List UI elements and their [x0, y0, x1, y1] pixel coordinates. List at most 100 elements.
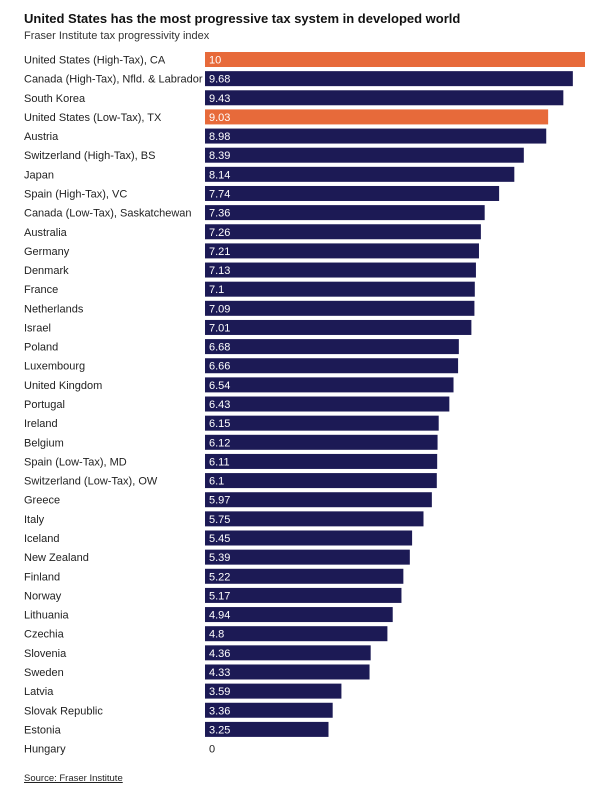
- value-label-latvia: 3.59: [209, 686, 230, 698]
- bar-canada-high-tax-nfld-labrador: [205, 71, 573, 87]
- value-label-lithuania: 4.94: [209, 610, 230, 622]
- category-label-slovenia: Slovenia: [24, 648, 67, 660]
- bar-switzerland-low-tax-ow: [205, 473, 437, 489]
- bar-luxembourg: [205, 358, 459, 374]
- value-label-slovenia: 4.36: [209, 648, 230, 660]
- category-label-poland: Poland: [24, 342, 58, 354]
- value-label-denmark: 7.13: [209, 265, 230, 277]
- bar-israel: [205, 319, 472, 335]
- category-label-france: France: [24, 284, 58, 296]
- category-label-norway: Norway: [24, 590, 62, 602]
- bar-lithuania: [205, 607, 393, 623]
- category-label-germany: Germany: [24, 246, 70, 258]
- value-label-hungary: 0: [209, 744, 215, 756]
- value-label-finland: 5.22: [209, 571, 230, 583]
- bar-greece: [205, 492, 432, 508]
- bar-czechia: [205, 626, 388, 642]
- value-label-united-states-low-tax-tx: 9.03: [209, 112, 230, 124]
- category-label-sweden: Sweden: [24, 667, 64, 679]
- category-label-japan: Japan: [24, 169, 54, 181]
- value-label-spain-low-tax-md: 6.11: [209, 456, 230, 468]
- category-label-hungary: Hungary: [24, 744, 66, 756]
- value-label-japan: 8.14: [209, 169, 230, 181]
- value-label-australia: 7.26: [209, 227, 230, 239]
- value-label-slovak-republic: 3.36: [209, 705, 230, 717]
- category-label-latvia: Latvia: [24, 686, 54, 698]
- category-label-finland: Finland: [24, 571, 60, 583]
- value-label-austria: 8.98: [209, 131, 230, 143]
- value-label-czechia: 4.8: [209, 629, 224, 641]
- bar-canada-low-tax-saskatchewan: [205, 205, 485, 221]
- bar-germany: [205, 243, 479, 259]
- value-label-france: 7.1: [209, 284, 224, 296]
- value-label-portugal: 6.43: [209, 399, 230, 411]
- value-label-italy: 5.75: [209, 514, 230, 526]
- bar-spain-high-tax-vc: [205, 185, 500, 201]
- category-label-austria: Austria: [24, 131, 59, 143]
- bar-united-states-low-tax-tx: [205, 109, 549, 125]
- bar-south-korea: [205, 90, 564, 106]
- value-label-estonia: 3.25: [209, 724, 230, 736]
- category-label-south-korea: South Korea: [24, 93, 86, 105]
- bar-sweden: [205, 664, 370, 680]
- value-label-south-korea: 9.43: [209, 93, 230, 105]
- value-label-norway: 5.17: [209, 590, 230, 602]
- bar-switzerland-high-tax-bs: [205, 147, 524, 163]
- bar-norway: [205, 587, 402, 603]
- bar-latvia: [205, 683, 342, 699]
- value-label-poland: 6.68: [209, 342, 230, 354]
- category-label-denmark: Denmark: [24, 265, 69, 277]
- bar-portugal: [205, 396, 450, 412]
- bar-netherlands: [205, 300, 475, 316]
- category-label-iceland: Iceland: [24, 533, 59, 545]
- category-label-italy: Italy: [24, 514, 45, 526]
- bar-japan: [205, 166, 515, 182]
- value-label-luxembourg: 6.66: [209, 361, 230, 373]
- value-label-iceland: 5.45: [209, 533, 230, 545]
- category-label-united-kingdom: United Kingdom: [24, 380, 102, 392]
- bar-united-kingdom: [205, 377, 454, 393]
- bar-iceland: [205, 530, 413, 546]
- chart-title: United States has the most progressive t…: [24, 11, 461, 26]
- bar-italy: [205, 511, 424, 527]
- category-label-estonia: Estonia: [24, 724, 62, 736]
- value-label-canada-low-tax-saskatchewan: 7.36: [209, 208, 230, 220]
- category-label-spain-low-tax-md: Spain (Low-Tax), MD: [24, 456, 127, 468]
- value-label-new-zealand: 5.39: [209, 552, 230, 564]
- bar-austria: [205, 128, 547, 144]
- value-label-united-states-high-tax-ca: 10: [209, 55, 221, 67]
- bar-poland: [205, 339, 459, 355]
- category-label-new-zealand: New Zealand: [24, 552, 89, 564]
- bar-france: [205, 281, 475, 297]
- bar-ireland: [205, 415, 439, 431]
- bar-belgium: [205, 434, 438, 450]
- bar-australia: [205, 224, 481, 240]
- value-label-greece: 5.97: [209, 495, 230, 507]
- value-label-ireland: 6.15: [209, 418, 230, 430]
- category-label-portugal: Portugal: [24, 399, 65, 411]
- category-label-luxembourg: Luxembourg: [24, 361, 85, 373]
- category-label-ireland: Ireland: [24, 418, 58, 430]
- category-label-israel: Israel: [24, 322, 51, 334]
- bar-spain-low-tax-md: [205, 453, 438, 469]
- category-label-belgium: Belgium: [24, 437, 64, 449]
- category-label-united-states-low-tax-tx: United States (Low-Tax), TX: [24, 112, 162, 124]
- category-label-canada-high-tax-nfld-labrador: Canada (High-Tax), Nfld. & Labrador: [24, 74, 203, 86]
- category-label-united-states-high-tax-ca: United States (High-Tax), CA: [24, 55, 166, 67]
- value-label-spain-high-tax-vc: 7.74: [209, 188, 230, 200]
- value-label-switzerland-high-tax-bs: 8.39: [209, 150, 230, 162]
- source-link[interactable]: Source: Fraser Institute: [24, 773, 123, 784]
- category-label-netherlands: Netherlands: [24, 303, 84, 315]
- value-label-united-kingdom: 6.54: [209, 380, 230, 392]
- category-label-switzerland-low-tax-ow: Switzerland (Low-Tax), OW: [24, 476, 158, 488]
- value-label-switzerland-low-tax-ow: 6.1: [209, 476, 224, 488]
- bar-united-states-high-tax-ca: [205, 52, 585, 67]
- bar-slovak-republic: [205, 702, 333, 718]
- category-label-czechia: Czechia: [24, 629, 65, 641]
- bar-chart: United States (High-Tax), CA 10 Canada (Hi…: [24, 52, 585, 756]
- category-label-greece: Greece: [24, 495, 60, 507]
- bar-finland: [205, 568, 404, 584]
- category-label-australia: Australia: [24, 227, 68, 239]
- value-label-sweden: 4.33: [209, 667, 230, 679]
- bar-denmark: [205, 262, 476, 278]
